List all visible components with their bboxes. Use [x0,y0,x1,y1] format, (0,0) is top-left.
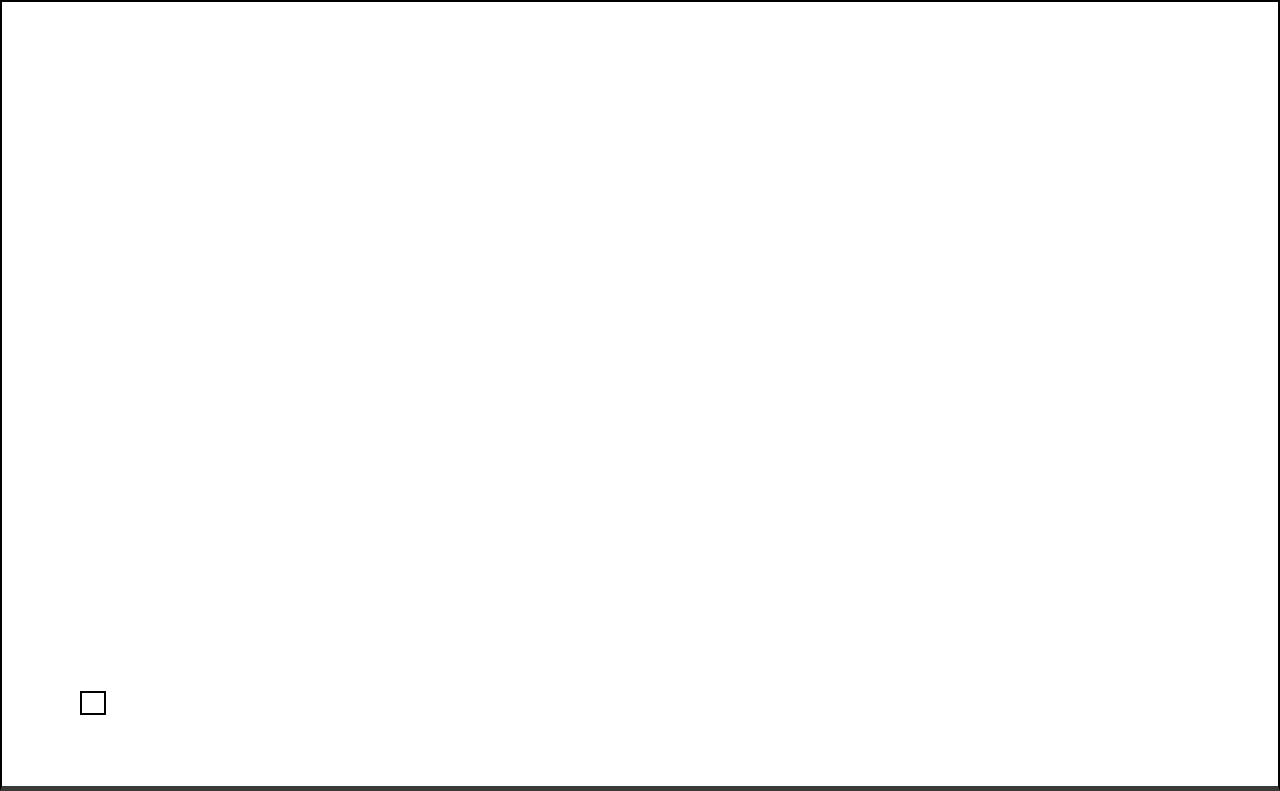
legend [80,691,106,715]
